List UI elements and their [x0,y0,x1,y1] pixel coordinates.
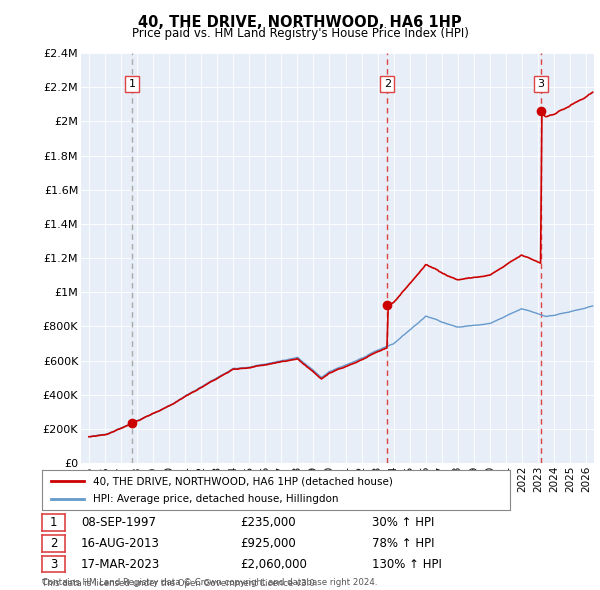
Text: 17-MAR-2023: 17-MAR-2023 [81,558,160,571]
Text: 40, THE DRIVE, NORTHWOOD, HA6 1HP (detached house): 40, THE DRIVE, NORTHWOOD, HA6 1HP (detac… [94,477,394,487]
Text: 08-SEP-1997: 08-SEP-1997 [81,516,156,529]
Text: 30% ↑ HPI: 30% ↑ HPI [372,516,434,529]
Text: 130% ↑ HPI: 130% ↑ HPI [372,558,442,571]
Text: 16-AUG-2013: 16-AUG-2013 [81,537,160,550]
Text: HPI: Average price, detached house, Hillingdon: HPI: Average price, detached house, Hill… [94,494,339,504]
Text: This data is licensed under the Open Government Licence v3.0.: This data is licensed under the Open Gov… [42,579,317,588]
Text: 78% ↑ HPI: 78% ↑ HPI [372,537,434,550]
Text: 1: 1 [129,79,136,89]
Text: £2,060,000: £2,060,000 [240,558,307,571]
Text: £235,000: £235,000 [240,516,296,529]
Text: £925,000: £925,000 [240,537,296,550]
Text: 3: 3 [538,79,545,89]
Text: 40, THE DRIVE, NORTHWOOD, HA6 1HP: 40, THE DRIVE, NORTHWOOD, HA6 1HP [138,15,462,30]
Text: 2: 2 [383,79,391,89]
Text: 1: 1 [50,516,57,529]
Text: Contains HM Land Registry data © Crown copyright and database right 2024.: Contains HM Land Registry data © Crown c… [42,578,377,587]
Text: 2: 2 [50,537,57,550]
Text: 3: 3 [50,558,57,571]
Text: Price paid vs. HM Land Registry's House Price Index (HPI): Price paid vs. HM Land Registry's House … [131,27,469,40]
